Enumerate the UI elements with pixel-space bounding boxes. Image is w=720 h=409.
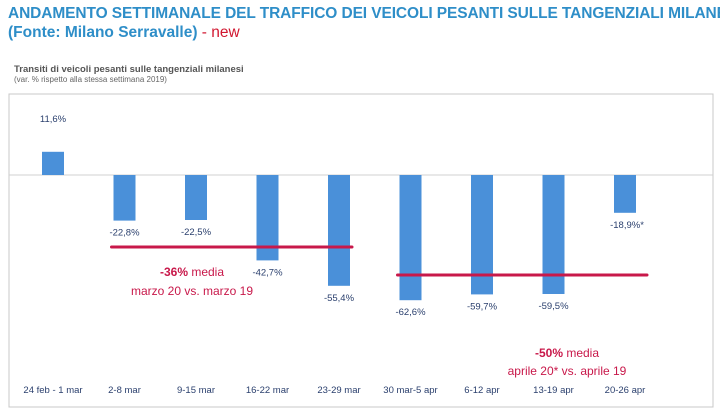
data-label: -18,9%*	[610, 220, 644, 231]
category-label: 13-19 apr	[533, 385, 574, 396]
chart-subtitle: (var. % rispetto alla stessa settimana 2…	[14, 75, 167, 84]
bar	[42, 151, 64, 175]
average-word: media	[563, 346, 599, 360]
data-label: -22,8%	[109, 228, 140, 239]
bar	[542, 175, 565, 294]
average-label: -36% media	[160, 265, 224, 279]
category-label: 30 mar-5 apr	[383, 385, 437, 396]
data-label: -59,7%	[467, 301, 498, 312]
source-label: (Fonte: Milano Serravalle)	[8, 24, 198, 41]
category-label: 24 feb - 1 mar	[23, 385, 82, 396]
bar	[399, 175, 422, 301]
header: ANDAMENTO SETTIMANALE DEL TRAFFICO DEI V…	[8, 4, 720, 42]
data-label: -22,5%	[181, 227, 212, 238]
page-subtitle: (Fonte: Milano Serravalle) - new	[8, 23, 714, 42]
category-label: 20-26 apr	[605, 385, 646, 396]
bar	[328, 175, 350, 286]
category-label: 6-12 apr	[464, 385, 499, 396]
average-comparison: aprile 20* vs. aprile 19	[508, 364, 627, 378]
annotations-group: -36% media marzo 20 vs. marzo 19 -50% medi…	[110, 245, 649, 378]
chart-frame	[8, 93, 714, 408]
data-label: -55,4%	[324, 293, 355, 304]
bars-group	[42, 151, 636, 301]
category-label: 9-15 mar	[177, 385, 215, 396]
bar	[185, 175, 207, 220]
data-label: -62,6%	[395, 307, 426, 318]
category-label: 2-8 mar	[108, 385, 141, 396]
category-labels-group: 24 feb - 1 mar 2-8 mar 9-15 mar 16-22 mar 23…	[23, 385, 645, 396]
value-labels-group: 11,6% -22,8% -22,5% -42,7% -55,4% -62,6% -59,7…	[40, 114, 644, 318]
chart-title: Transiti di veicoli pesanti sulle tangen…	[14, 64, 244, 75]
average-value: -50%	[535, 346, 563, 360]
data-label: -59,5%	[538, 301, 569, 312]
title-separator: -	[197, 24, 212, 41]
bar	[614, 175, 636, 213]
average-label: -50% media	[535, 346, 599, 360]
data-label: 11,6%	[40, 114, 67, 125]
average-comparison: marzo 20 vs. marzo 19	[131, 284, 253, 298]
bar	[471, 175, 493, 295]
new-badge: new	[211, 24, 240, 41]
category-label: 23-29 mar	[317, 385, 360, 396]
bar	[256, 175, 279, 261]
page-title: ANDAMENTO SETTIMANALE DEL TRAFFICO DEI V…	[8, 5, 720, 22]
average-word: media	[188, 265, 224, 279]
average-value: -36%	[160, 265, 188, 279]
bar	[113, 175, 136, 221]
data-label: -42,7%	[252, 267, 283, 278]
category-label: 16-22 mar	[246, 385, 289, 396]
